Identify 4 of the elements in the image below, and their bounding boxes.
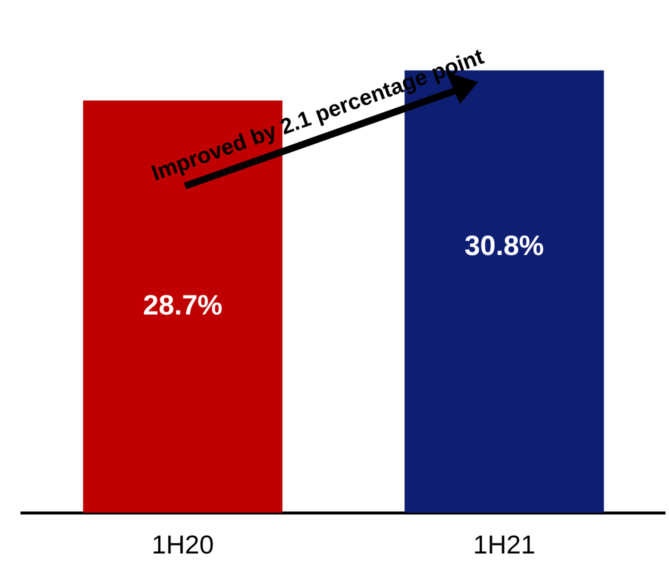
x-tick-label: 1H21	[473, 530, 536, 560]
data-label: 28.7%	[143, 289, 223, 320]
data-label: 30.8%	[464, 230, 544, 262]
x-tick-label: 1H20	[152, 530, 214, 560]
